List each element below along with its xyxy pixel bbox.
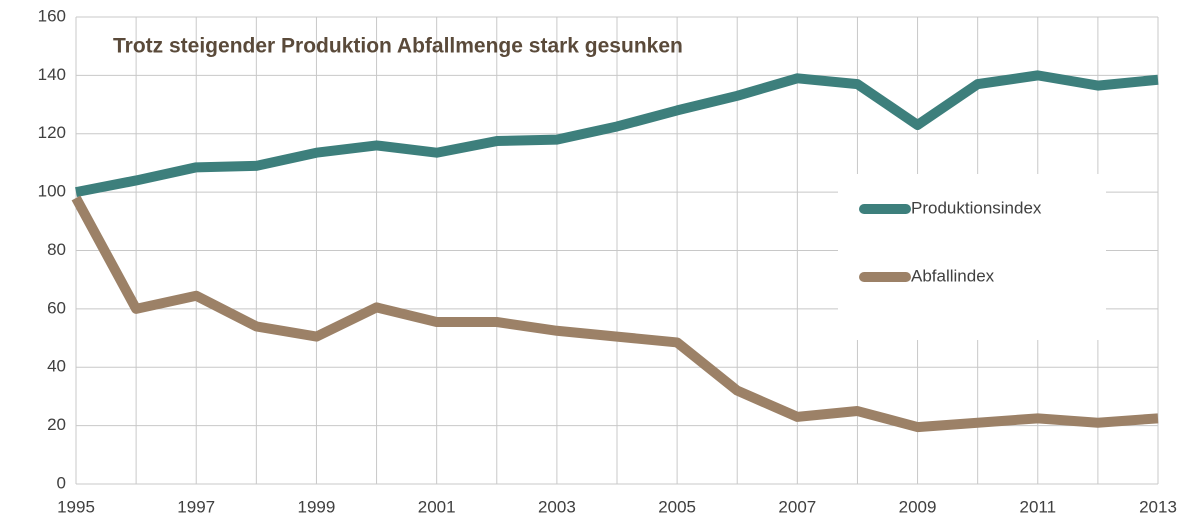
x-tick-label: 1999 <box>298 497 336 516</box>
plot <box>71 70 1159 433</box>
x-tick-label: 2007 <box>778 497 816 516</box>
y-tick-label: 0 <box>57 473 66 492</box>
y-tick-label: 160 <box>38 6 66 25</box>
x-tick-label: 2001 <box>418 497 456 516</box>
y-tick-label: 60 <box>47 298 66 317</box>
y-tick-label: 40 <box>47 357 66 376</box>
x-tick-label: 2013 <box>1139 497 1177 516</box>
y-tick-label: 120 <box>38 123 66 142</box>
y-tick-label: 100 <box>38 182 66 201</box>
data-line <box>75 70 1159 198</box>
y-tick-label: 80 <box>47 240 66 259</box>
legend-label: Abfallindex <box>911 266 995 285</box>
x-tick-label: 2003 <box>538 497 576 516</box>
x-tick-label: 2005 <box>658 497 696 516</box>
x-tick-label: 2011 <box>1019 497 1056 516</box>
legend-label: Produktionsindex <box>911 198 1042 217</box>
legend-box <box>838 174 1106 340</box>
x-tick-label: 1997 <box>177 497 215 516</box>
y-tick-label: 20 <box>47 415 66 434</box>
data-line <box>71 195 1159 433</box>
chart-title: Trotz steigender Produktion Abfallmenge … <box>113 35 683 58</box>
x-tick-label: 2009 <box>899 497 937 516</box>
x-tick-label: 1995 <box>57 497 95 516</box>
y-tick-label: 140 <box>38 65 66 84</box>
